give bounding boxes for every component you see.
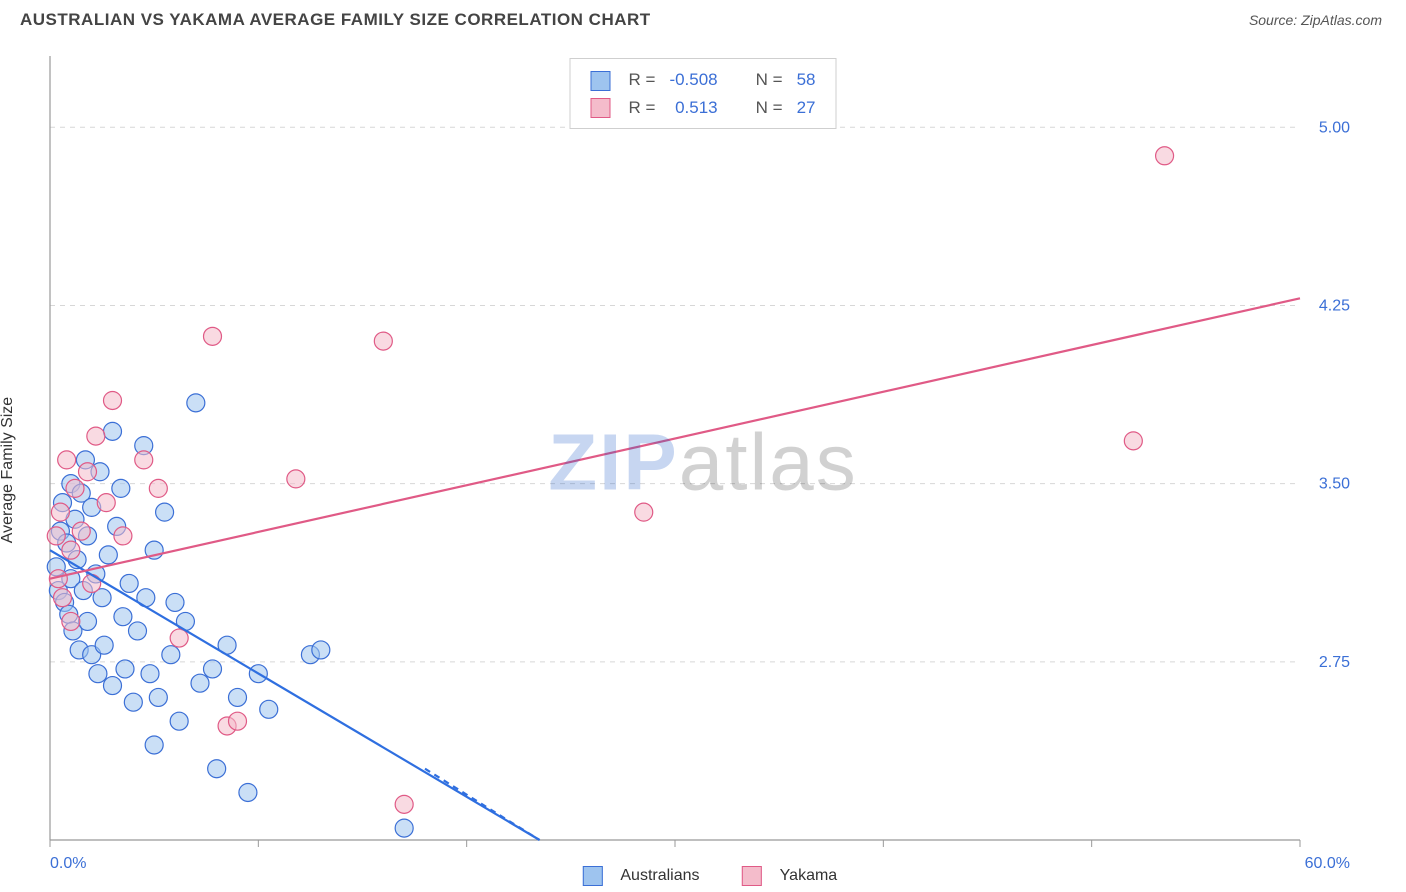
svg-text:0.0%: 0.0%: [50, 855, 86, 872]
svg-text:60.0%: 60.0%: [1305, 855, 1350, 872]
svg-text:4.25: 4.25: [1319, 297, 1350, 314]
svg-text:2.75: 2.75: [1319, 654, 1350, 671]
chart-title: AUSTRALIAN VS YAKAMA AVERAGE FAMILY SIZE…: [20, 10, 651, 29]
y-axis-label: Average Family Size: [0, 397, 17, 543]
scatter-plot: 2.75 3.50 4.25 5.00 0.0% 60.0%: [0, 50, 1406, 890]
svg-text:3.50: 3.50: [1319, 476, 1350, 493]
legend-stats: R =-0.508N =58R =0.513N =27: [570, 58, 837, 129]
chart-area: Average Family Size ZIPatlas 2.753.504.2…: [0, 50, 1406, 890]
svg-text:5.00: 5.00: [1319, 119, 1350, 136]
legend-series: Australians Yakama: [555, 866, 851, 886]
source-label: Source: ZipAtlas.com: [1249, 12, 1382, 28]
